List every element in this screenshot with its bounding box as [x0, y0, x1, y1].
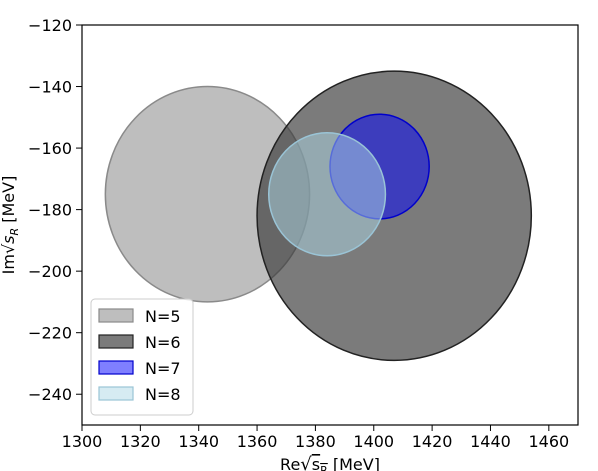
y-tick-label: −140: [28, 78, 72, 97]
x-tick-label: 1460: [528, 432, 569, 451]
svg-text:Im√sR [MeV]: Im√sR [MeV]: [0, 176, 21, 275]
y-tick-label: −160: [28, 139, 72, 158]
svg-text:Re√sR [MeV]: Re√sR [MeV]: [280, 454, 380, 471]
axis-ticks: 1300 1320 1340 1360 1380 1400 1420 1440 1460 −120…: [28, 16, 569, 451]
legend-label-n6: N=6: [145, 333, 181, 352]
legend-swatch-n6: [98, 334, 134, 349]
legend: N=5 N=6 N=7 N=8: [90, 298, 194, 416]
y-tick-label: −220: [28, 324, 72, 343]
x-tick-label: 1400: [353, 432, 394, 451]
x-tick-label: 1440: [470, 432, 511, 451]
circle-n8: [267, 131, 387, 257]
x-tick-label: 1420: [412, 432, 453, 451]
x-axis-title: Re√sR [MeV]: [280, 454, 380, 471]
y-tick-label: −200: [28, 262, 72, 281]
legend-box: [90, 298, 194, 416]
legend-swatch-n5: [98, 308, 134, 323]
x-tick-label: 1360: [237, 432, 278, 451]
x-tick-label: 1320: [120, 432, 161, 451]
x-tick-label: 1380: [295, 432, 336, 451]
legend-label-n7: N=7: [145, 359, 181, 378]
x-tick-label: 1300: [62, 432, 103, 451]
x-tick-label: 1340: [178, 432, 219, 451]
legend-label-n5: N=5: [145, 307, 181, 326]
y-tick-label: −240: [28, 385, 72, 404]
data-circles: [104, 70, 533, 362]
legend-swatch-n8: [98, 386, 134, 401]
y-axis-title: Im√sR [MeV]: [0, 176, 21, 275]
y-tick-label: −120: [28, 16, 72, 35]
y-tick-label: −180: [28, 201, 72, 220]
plot-frame: [81, 24, 579, 426]
legend-swatch-n7: [98, 360, 134, 375]
legend-label-n8: N=8: [145, 385, 181, 404]
